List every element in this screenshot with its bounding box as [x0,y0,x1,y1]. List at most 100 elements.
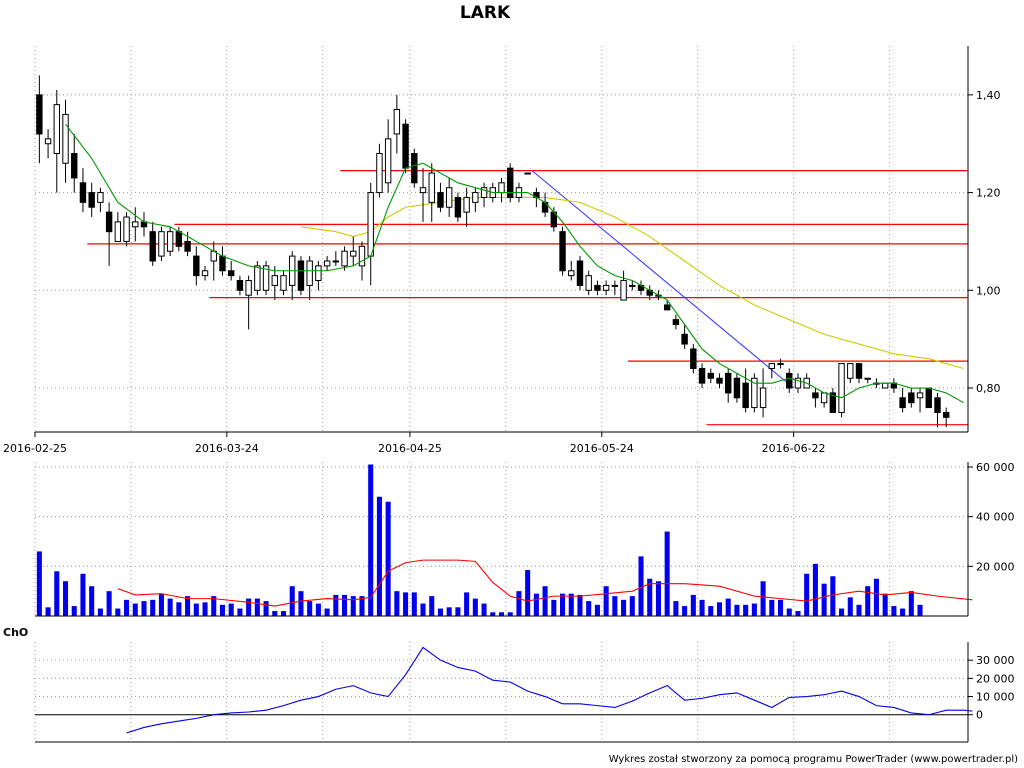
candle-body [376,152,383,194]
candle [289,251,296,301]
candle-body [454,196,462,218]
candle [550,207,558,232]
volume-bar [350,596,356,616]
candle-body [576,260,584,286]
price-ma-long [300,196,964,370]
volume-bar [237,608,243,616]
candle-body [716,377,723,384]
volume-bar [280,611,287,616]
candle [437,182,444,213]
volume-bar [542,586,548,616]
candle [140,212,148,237]
candle [254,260,261,296]
volume-bar [185,596,191,616]
price-trendline [531,170,794,389]
volume-bar [202,602,208,616]
volume-bar [839,608,845,616]
price-grid [34,46,968,432]
volume-bar [36,551,42,616]
candle [123,212,130,247]
candle [925,387,932,409]
price-panel: 1,401,201,000,80 2016-02-25 2016-03-24 201… [3,46,1001,455]
candle-body [201,270,209,277]
volume-bar [751,603,757,616]
candle [803,373,810,389]
candle-body [681,333,688,345]
candle-body [236,280,244,291]
candle [890,378,898,393]
volume-bar [324,608,330,616]
candle-body [105,211,113,233]
candle-body [925,387,932,409]
candle-body [672,319,680,326]
candle [402,119,409,174]
candle-body [79,182,87,203]
candle-body [437,192,444,208]
candle [393,94,401,154]
candle-body [358,245,366,267]
candle-body [881,382,889,389]
price-axes [35,46,969,433]
candle [201,265,209,281]
volume-bar [743,604,749,616]
price-x-ticks: 2016-02-25 2016-03-24 2016-04-25 2016-05-24… [3,432,826,455]
ma-short-line [65,123,964,404]
cho-y-tick-label: 20 000 [976,672,1015,685]
candle [594,280,601,296]
volume-bar [376,496,382,616]
candle-body [88,192,95,208]
volume-bar [246,598,252,616]
cho-y-tick-label: 0 [976,709,983,722]
volume-bar [429,596,435,616]
volume-panel: 60 000 40 000 20 000 [34,461,1015,617]
candle [847,363,854,384]
candle-body [585,275,592,291]
candle-body [934,397,941,413]
candle-body [71,152,78,179]
candle-body [428,172,435,203]
candle-body [393,109,401,135]
candle-body [916,392,924,399]
volume-bar [472,598,478,616]
candle [341,246,348,271]
candle [149,221,156,266]
candle-body [254,265,261,291]
candle [132,207,139,242]
candle [262,260,270,296]
candle [332,251,340,266]
cho-axes [35,642,969,743]
volume-bar [586,601,592,616]
candle [219,246,226,276]
volume-bar [62,581,69,616]
candle-body [594,284,601,291]
candle [227,260,235,281]
volume-bar [673,601,679,616]
cho-panel: ChO 30 000 20 000 10 000 0 [3,626,1015,743]
price-y-tick-label: 1,20 [976,187,1001,200]
candle [786,368,793,393]
volume-y-tick-label: 40 000 [976,511,1015,524]
volume-bar [603,586,609,616]
candle-body [820,392,828,404]
price-y-ticks: 1,40 1,20 1,00 0,80 [968,89,1001,395]
volume-bar [359,596,365,616]
volume-axes [35,462,969,617]
candle-body [707,372,714,379]
candle-body [123,216,130,242]
volume-bar [760,581,766,616]
volume-bar [394,591,400,616]
volume-bar [560,593,566,616]
cho-series-line [126,646,973,734]
volume-bar [158,593,164,616]
volume-bar [777,599,784,616]
volume-bar [54,571,60,616]
candle-body [698,367,706,384]
candle [158,226,165,261]
volume-bar [176,602,182,616]
candle [663,300,671,311]
cho-grid [34,642,968,742]
candle-body [193,255,200,277]
candle-body [629,284,636,287]
candle-body [751,377,758,409]
